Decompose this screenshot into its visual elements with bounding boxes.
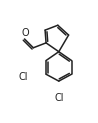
Text: O: O (22, 28, 29, 38)
Text: Cl: Cl (54, 93, 64, 103)
Text: Cl: Cl (19, 72, 28, 82)
